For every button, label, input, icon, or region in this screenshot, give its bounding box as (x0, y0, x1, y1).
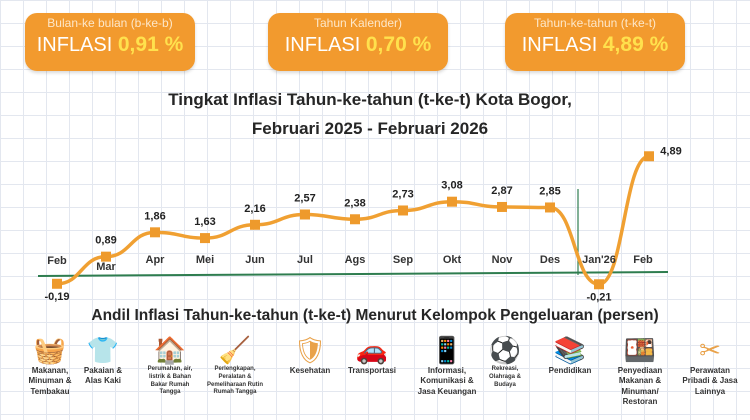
data-point (300, 209, 310, 220)
data-point (200, 233, 210, 244)
group-transport: 🚗 Transportasi (342, 334, 402, 376)
data-label: 2,57 (294, 192, 315, 204)
data-label: 0,89 (95, 235, 116, 247)
group-label: Penyediaan Makanan & Minuman/ Restoran (617, 366, 663, 407)
data-label: 2,73 (392, 188, 413, 200)
household-icon: 🧹 (218, 335, 252, 365)
group-food-basket: 🧺 Makanan, Minuman & Tembakau (26, 334, 74, 397)
card-yoy: Tahun-ke-tahun (t-ke-t) INFLASI 4,89 % (505, 13, 685, 71)
data-point (398, 205, 408, 216)
card-label: INFLASI (284, 34, 361, 56)
data-point (350, 214, 360, 225)
data-point (447, 196, 457, 207)
data-label: -0,21 (586, 291, 611, 303)
data-label: 3,08 (441, 180, 462, 192)
data-point (52, 278, 62, 289)
data-label: 1,86 (144, 210, 165, 222)
category-label: Jun (245, 254, 265, 266)
data-label: 2,85 (539, 185, 560, 197)
card-value: 0,70 % (365, 33, 432, 56)
data-label: 4,89 (660, 145, 681, 157)
data-label: 2,38 (344, 197, 365, 209)
card-subtitle: Bulan-ke bulan (b-ke-b) (47, 16, 173, 30)
card-subtitle: Tahun Kalender) (313, 16, 403, 30)
category-label: Feb (633, 254, 653, 266)
category-label: Mar (96, 261, 116, 273)
group-label: Perlengkapan, Peralatan & Pemeliharaan R… (206, 366, 263, 396)
data-point (594, 279, 604, 290)
data-point (150, 227, 160, 238)
line-chart: -0,19 Feb 0,89 Mar 1,86 Apr 1,63 Mei 2,16 Jun 2,57… (37, 145, 682, 303)
category-label: Nov (492, 254, 514, 266)
groups-title: Andil Inflasi Tahun-ke-tahun (t-ke-t) Me… (91, 307, 659, 324)
food-basket-icon: 🧺 (33, 335, 67, 365)
category-label: Okt (443, 254, 462, 266)
category-label: Des (540, 254, 560, 266)
card-value: 4,89 % (602, 33, 669, 56)
data-point (644, 151, 654, 162)
data-label: 1,63 (194, 216, 215, 228)
shield-health-icon: 🛡 (293, 335, 327, 365)
house-icon: 🏠 (153, 335, 187, 365)
chart-subtitle: Februari 2025 - Februari 2026 (251, 119, 489, 138)
category-label: Ags (345, 254, 366, 266)
books-icon: 📚 (553, 335, 587, 365)
group-label: Kesehatan (289, 366, 331, 375)
group-label: Makanan, Minuman & Tembakau (28, 366, 72, 396)
card-subtitle: Tahun-ke-tahun (t-ke-t) (533, 16, 657, 30)
group-house: 🏠 Perumahan, air, listrik & Bahan Bakar R… (141, 334, 199, 397)
data-point (250, 219, 260, 230)
group-label: Perumahan, air, listrik & Bahan Bakar Ru… (147, 366, 193, 396)
restaurant-icon: 🍱 (623, 335, 657, 365)
data-point (497, 201, 507, 212)
data-point (545, 202, 555, 213)
card-mtm: Bulan-ke bulan (b-ke-b) INFLASI 0,91 % (25, 13, 195, 71)
category-label: Jul (297, 254, 313, 266)
transport-icon: 🚗 (355, 335, 389, 365)
category-label: Sep (393, 254, 413, 266)
scissors-icon: ✂ (699, 335, 721, 365)
group-phone: 📱 Informasi, Komunikasi & Jasa Keuangan (416, 334, 478, 397)
group-label: Rekreasi, Olahraga & Budaya (488, 366, 521, 388)
group-shield-health: 🛡 Kesehatan (281, 334, 339, 376)
data-label: 2,16 (244, 203, 265, 215)
group-label: Transportasi (347, 366, 396, 375)
tshirt-icon: 👕 (86, 335, 120, 365)
group-tshirt: 👕 Pakaian & Alas Kaki (79, 334, 127, 387)
group-label: Informasi, Komunikasi & Jasa Keuangan (417, 366, 477, 396)
phone-icon: 📱 (430, 335, 464, 365)
card-label: INFLASI (521, 34, 598, 56)
sports-icon: ⚽ (488, 335, 522, 365)
group-restaurant: 🍱 Penyediaan Makanan & Minuman/ Restoran (609, 334, 671, 408)
x-axis-line (37, 271, 669, 277)
group-label: Pendidikan (548, 366, 592, 375)
group-books: 📚 Pendidikan (540, 334, 600, 376)
data-label: -0,19 (44, 291, 69, 303)
data-label: 2,87 (491, 185, 512, 197)
category-label: Feb (47, 255, 67, 267)
group-label: Perawatan Pribadi & Jasa Lainnya (682, 366, 738, 396)
card-value: 0,91 % (117, 33, 184, 56)
group-household: 🧹 Perlengkapan, Peralatan & Pemeliharaan … (205, 334, 265, 397)
card-label: INFLASI (36, 34, 113, 56)
category-label: Mei (196, 254, 214, 266)
category-label: Jan'26 (582, 254, 616, 266)
group-label: Pakaian & Alas Kaki (83, 366, 123, 386)
card-ytd: Tahun Kalender) INFLASI 0,70 % (268, 13, 448, 71)
category-label: Apr (146, 254, 166, 266)
chart-title: Tingkat Inflasi Tahun-ke-tahun (t-ke-t) … (168, 90, 572, 109)
data-point (101, 251, 111, 262)
group-scissors: ✂ Perawatan Pribadi & Jasa Lainnya (677, 334, 743, 397)
group-sports: ⚽ Rekreasi, Olahraga & Budaya (479, 334, 531, 389)
